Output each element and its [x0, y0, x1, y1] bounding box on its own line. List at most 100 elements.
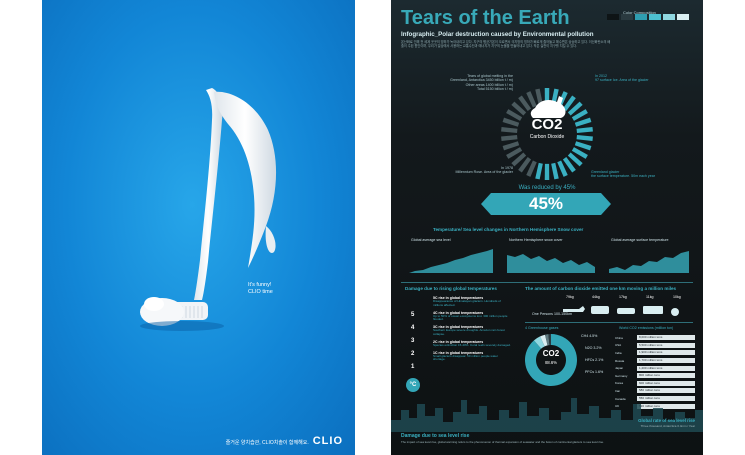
sunburst-ray — [502, 117, 520, 127]
table-row: Japan 1,200 million tons — [615, 364, 695, 372]
transport-value: 10kg — [673, 295, 681, 299]
percent-banner: 45% — [481, 193, 611, 215]
melt-line4: Total 5150 billion t / m) — [477, 87, 513, 92]
sunburst-ray — [574, 117, 592, 127]
mini-charts — [409, 249, 689, 273]
donut-label-pfcs: PFCs 1.6% — [585, 370, 604, 374]
donut-slice — [545, 334, 550, 346]
table-cell-country: Russia — [615, 358, 625, 363]
tears-of-earth-infographic: Tears of the Earth Infographic_Polar des… — [391, 0, 703, 455]
melt-stats: Tears of global melting in the Greenland… — [421, 74, 513, 92]
color-swatch — [635, 14, 647, 20]
clio-toothbrush-ad: It's funny! CLIO time 즐거운 양치습관, CLIO치솔이 … — [42, 0, 355, 455]
temp-item-list: 5C rise in global temperatures Disappeara… — [433, 296, 511, 365]
note-1978: In 1978 Millennium Rose. Area of the gla… — [417, 166, 513, 175]
table-cell-value: 1,200 million tons — [637, 365, 695, 371]
sunburst-ray — [574, 141, 592, 151]
greenland-line1: Greenland glacier — [591, 170, 620, 174]
note-2012-year: In 2012 — [595, 74, 607, 78]
transport-value: 11kg — [646, 295, 654, 299]
sunburst-ray — [518, 95, 532, 112]
carbon-title: The amount of carbon dioxide emitted one… — [525, 286, 677, 291]
color-swatch — [677, 14, 689, 20]
color-swatch — [607, 14, 619, 20]
airplane-icon — [563, 306, 585, 312]
reduced-label: Was reduced by 45% — [518, 185, 576, 191]
table-cell-country: Iran — [615, 388, 621, 393]
donut-slice — [540, 334, 548, 347]
emissions-table: China 8,000 million tons USA 5,500 million … — [615, 334, 695, 410]
paste-drip — [265, 226, 276, 253]
transport-value: 44kg — [592, 295, 600, 299]
sea-rise-sub: Three thousand, Antarctica 0.4mm / Year — [640, 424, 695, 428]
table-row: UK 520 million tons — [615, 402, 695, 410]
footer-slogan: 즐거운 양치습관, CLIO치솔이 함께해요. — [225, 440, 309, 446]
toothbrush-illustration — [140, 88, 277, 331]
damage-title: Damage due to rising global temperatures — [405, 286, 497, 291]
bottom-text: The impact of sea level rise, global war… — [401, 440, 604, 444]
sunburst-rays — [501, 88, 593, 180]
temp-number: 3 — [411, 338, 415, 344]
brand-logo: CLIO — [312, 435, 343, 447]
sunburst-ray — [518, 156, 532, 173]
tagline-line2: CLIO time — [248, 289, 273, 295]
sea-level-area — [409, 249, 493, 273]
temp-number: 1 — [411, 364, 415, 370]
donut-slice — [533, 336, 545, 349]
color-swatch — [621, 14, 633, 20]
sunburst-ray — [511, 152, 527, 167]
transport-value: 17kg — [619, 295, 627, 299]
sunburst-ray — [526, 160, 537, 177]
table-cell-country: Canada — [615, 396, 626, 401]
temp-item-text: Up to 50% of ocean ecosystems lost. 300 … — [433, 313, 508, 322]
sunburst-ray — [535, 88, 543, 106]
temp-number: 4 — [411, 325, 415, 331]
temp-item-head: 3C rise in global temperatures — [433, 325, 484, 330]
toothbrush-handle — [194, 88, 223, 300]
sunburst-ray — [557, 160, 568, 177]
table-cell-value: 600 million tons — [637, 380, 695, 386]
temp-number: 2 — [411, 351, 415, 357]
sunburst-ray — [501, 135, 518, 142]
greenhouse-donut — [525, 334, 577, 386]
donut-label: CO2 — [542, 349, 560, 358]
sunburst-ray — [562, 156, 576, 173]
co2-sunburst — [501, 88, 593, 180]
table-cell-value: 800 million tons — [637, 373, 695, 379]
infographic-subtitle: Infographic_Polar destruction caused by … — [401, 31, 594, 38]
note-greenland: Greenland glacier the surface temperatur… — [591, 170, 655, 179]
section-divider — [401, 282, 693, 283]
transport-icons — [563, 306, 679, 316]
tagline-line1: It's funny! — [248, 282, 272, 288]
one-person-label: One Persons 100-150km — [532, 312, 572, 316]
sunburst-ray — [562, 95, 576, 112]
table-title: World CO2 emissions (million ton) — [619, 326, 674, 330]
table-cell-value: 5,500 million tons — [637, 342, 695, 348]
donut-percent: 88.6% — [545, 360, 557, 365]
sunburst-ray — [551, 162, 559, 180]
carbon-divider — [525, 322, 693, 323]
table-cell-country: India — [615, 350, 622, 355]
table-cell-country: USA — [615, 343, 622, 348]
polar-bear-icon — [530, 96, 566, 118]
note-1978-text: Millennium Rose. Area of the glacier — [455, 170, 513, 175]
snow-cover-area — [507, 254, 595, 273]
donut-slice — [548, 334, 551, 346]
sunburst-ray — [506, 109, 523, 121]
skyline-silhouette — [391, 398, 703, 432]
co2-formula: CO2 — [531, 116, 563, 133]
table-row: USA 5,500 million tons — [615, 342, 695, 350]
temp-item-head: 5C rise in global temperatures — [433, 296, 484, 300]
temp-item-head: 2C rise in global temperatures — [433, 339, 484, 344]
table-row: India 1,900 million tons — [615, 349, 695, 357]
percent-value: 45% — [528, 194, 564, 213]
melt-line3: Other areas 1400 billion t / m) — [465, 82, 513, 87]
sunburst-ray — [506, 147, 523, 159]
temp-item-head: 4C rise in global temperatures — [433, 310, 484, 315]
surface-temp-area — [609, 251, 689, 273]
table-cell-country: UK — [615, 404, 620, 409]
note-1978-year: In 1978 — [501, 166, 513, 170]
sunburst-ray — [571, 109, 588, 121]
temp-section-title: Temperature/ Sea level changes in Northe… — [433, 227, 584, 232]
sunburst-ray — [502, 141, 520, 151]
